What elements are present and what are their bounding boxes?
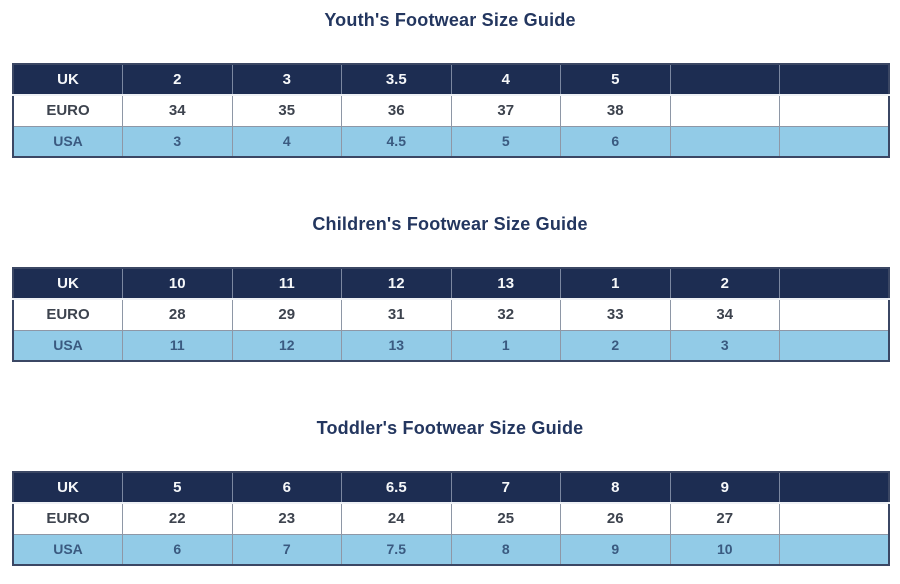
size-value-cell: 13 [450, 267, 561, 300]
size-value-cell: 32 [450, 298, 561, 331]
size-guide-page: { "colors": { "header_row_bg": "#1d2d52"… [0, 11, 900, 584]
size-value-cell: 22 [122, 502, 233, 535]
size-value-cell: 7 [450, 471, 561, 504]
region-label-cell: UK [12, 63, 123, 96]
size-value-cell: 5 [450, 125, 561, 158]
size-table-youths: UK 2 3 3.5 4 5 EURO 34 35 36 37 38 USA 3 4 4.5 5 6 [12, 63, 890, 158]
size-value-cell: 29 [231, 298, 342, 331]
size-table-toddlers: UK 5 6 6.5 7 8 9 EURO 22 23 24 25 26 27 USA 6 7 7.5 8 9 10 [12, 471, 890, 566]
empty-cell [779, 471, 890, 504]
region-label-cell: USA [12, 125, 123, 158]
size-value-cell: 8 [560, 471, 671, 504]
size-value-cell: 9 [669, 471, 780, 504]
size-value-cell: 2 [669, 267, 780, 300]
size-value-cell: 37 [450, 94, 561, 127]
section-youths: Youth's Footwear Size Guide UK 2 3 3.5 4 5 EUR… [0, 11, 900, 158]
section-toddlers: Toddler's Footwear Size Guide UK 5 6 6.5 7 8 9… [0, 419, 900, 566]
size-value-cell: 7.5 [341, 533, 452, 566]
size-value-cell: 3 [122, 125, 233, 158]
size-value-cell: 3 [669, 329, 780, 362]
table-row-usa: USA 6 7 7.5 8 9 10 [12, 533, 890, 566]
size-value-cell: 2 [122, 63, 233, 96]
empty-cell [779, 502, 890, 535]
table-row-uk: UK 2 3 3.5 4 5 [12, 63, 890, 96]
region-label-cell: EURO [12, 94, 123, 127]
size-value-cell: 6.5 [341, 471, 452, 504]
size-value-cell: 34 [669, 298, 780, 331]
size-value-cell: 24 [341, 502, 452, 535]
size-value-cell: 3.5 [341, 63, 452, 96]
size-value-cell: 38 [560, 94, 671, 127]
size-guide-content: Youth's Footwear Size Guide UK 2 3 3.5 4 5 EUR… [0, 11, 900, 566]
size-value-cell: 1 [450, 329, 561, 362]
size-value-cell: 31 [341, 298, 452, 331]
empty-cell [779, 63, 890, 96]
size-value-cell: 6 [231, 471, 342, 504]
size-value-cell: 2 [560, 329, 671, 362]
size-value-cell: 6 [560, 125, 671, 158]
size-value-cell: 4 [450, 63, 561, 96]
region-label-cell: USA [12, 533, 123, 566]
empty-cell [779, 533, 890, 566]
empty-cell [779, 94, 890, 127]
size-value-cell: 11 [122, 329, 233, 362]
empty-cell [669, 63, 780, 96]
region-label-cell: EURO [12, 502, 123, 535]
size-value-cell: 10 [122, 267, 233, 300]
size-value-cell: 5 [122, 471, 233, 504]
section-childrens: Children's Footwear Size Guide UK 10 11 12 1… [0, 215, 900, 362]
empty-cell [779, 298, 890, 331]
table-row-euro: EURO 34 35 36 37 38 [12, 94, 890, 127]
size-value-cell: 4 [231, 125, 342, 158]
size-value-cell: 23 [231, 502, 342, 535]
table-row-uk: UK 5 6 6.5 7 8 9 [12, 471, 890, 504]
size-value-cell: 35 [231, 94, 342, 127]
size-value-cell: 27 [669, 502, 780, 535]
region-label-cell: EURO [12, 298, 123, 331]
size-value-cell: 8 [450, 533, 561, 566]
size-value-cell: 26 [560, 502, 671, 535]
region-label-cell: UK [12, 267, 123, 300]
size-value-cell: 13 [341, 329, 452, 362]
empty-cell [779, 329, 890, 362]
size-value-cell: 7 [231, 533, 342, 566]
size-value-cell: 9 [560, 533, 671, 566]
table-row-usa: USA 11 12 13 1 2 3 [12, 329, 890, 362]
size-value-cell: 28 [122, 298, 233, 331]
region-label-cell: USA [12, 329, 123, 362]
size-value-cell: 4.5 [341, 125, 452, 158]
empty-cell [669, 94, 780, 127]
size-table-childrens: UK 10 11 12 13 1 2 EURO 28 29 31 32 33 34 USA 11 12 13 1 2 3 [12, 267, 890, 362]
size-value-cell: 12 [341, 267, 452, 300]
region-label-cell: UK [12, 471, 123, 504]
size-value-cell: 10 [669, 533, 780, 566]
table-row-usa: USA 3 4 4.5 5 6 [12, 125, 890, 158]
size-value-cell: 6 [122, 533, 233, 566]
table-title-childrens: Children's Footwear Size Guide [312, 214, 588, 234]
size-value-cell: 3 [231, 63, 342, 96]
table-row-uk: UK 10 11 12 13 1 2 [12, 267, 890, 300]
size-value-cell: 25 [450, 502, 561, 535]
table-row-euro: EURO 28 29 31 32 33 34 [12, 298, 890, 331]
empty-cell [779, 125, 890, 158]
size-value-cell: 1 [560, 267, 671, 300]
size-value-cell: 33 [560, 298, 671, 331]
size-value-cell: 11 [231, 267, 342, 300]
empty-cell [669, 125, 780, 158]
empty-cell [779, 267, 890, 300]
size-value-cell: 36 [341, 94, 452, 127]
size-value-cell: 5 [560, 63, 671, 96]
table-title-toddlers: Toddler's Footwear Size Guide [316, 418, 584, 438]
size-value-cell: 12 [231, 329, 342, 362]
size-value-cell: 34 [122, 94, 233, 127]
table-title-youths: Youth's Footwear Size Guide [324, 10, 576, 30]
table-row-euro: EURO 22 23 24 25 26 27 [12, 502, 890, 535]
